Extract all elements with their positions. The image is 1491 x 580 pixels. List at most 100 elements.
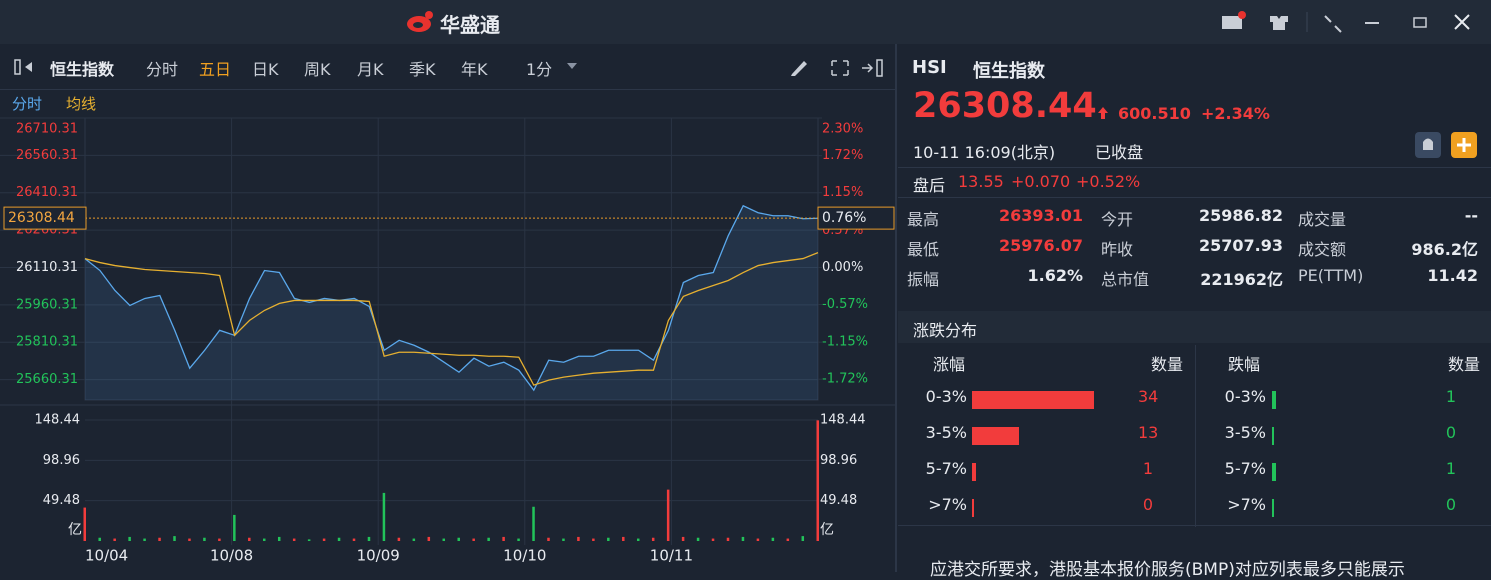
quote-name: 恒生指数 — [973, 61, 1045, 82]
period-tab[interactable]: 年K — [461, 60, 488, 79]
price-area — [85, 205, 818, 400]
volume-bar — [203, 537, 206, 541]
after-hours-price: 13.55 — [958, 172, 1004, 191]
volume-bar — [472, 538, 475, 541]
interval-select[interactable]: 1分 — [526, 60, 553, 79]
y-tick-label: 26710.31 — [16, 122, 78, 137]
volume-bar — [337, 537, 341, 541]
volume-bar — [367, 536, 371, 541]
volume-bar — [741, 536, 745, 541]
rise-bar — [972, 391, 1095, 409]
average-line — [84, 251, 819, 386]
rise-bar — [972, 499, 974, 517]
fall-count: 0 — [1445, 495, 1457, 514]
x-tick-label: 10/11 — [650, 547, 693, 565]
mail-icon[interactable] — [1222, 16, 1242, 29]
last-pct-box — [817, 206, 895, 230]
expand-icon[interactable] — [862, 59, 883, 77]
volume-bar — [397, 537, 401, 541]
rise-range: >7% — [928, 495, 967, 514]
rise-bar — [972, 427, 1019, 445]
volume-bar — [666, 489, 670, 541]
x-tick-label: 10/08 — [210, 547, 253, 565]
x-tick-label: 10/10 — [503, 547, 546, 565]
chart-panel — [0, 44, 897, 572]
rise-count: 13 — [1138, 423, 1159, 442]
period-tab[interactable]: 分时 — [146, 60, 179, 79]
shrink-icon[interactable] — [1324, 15, 1342, 33]
logo-icon — [407, 11, 433, 32]
distribution-column-header: 涨幅 — [933, 355, 966, 374]
fall-range: 3-5% — [1224, 423, 1266, 442]
fall-count: 1 — [1445, 459, 1457, 478]
volume-tick-label-right: 98.96 — [820, 453, 857, 468]
stat-value: 25976.07 — [998, 236, 1083, 255]
volume-bar — [352, 538, 356, 541]
volume-bar — [487, 537, 490, 541]
after-hours-change: +0.070 — [1011, 172, 1071, 191]
volume-bar — [113, 538, 116, 541]
title-bar — [0, 0, 1491, 44]
y-tick-label: 26560.31 — [16, 148, 78, 163]
fall-count: 0 — [1445, 423, 1457, 442]
volume-unit-right: 亿 — [820, 522, 834, 538]
period-tab[interactable]: 日K — [252, 60, 279, 79]
volume-bar — [218, 538, 221, 541]
volume-tick-label-right: 49.48 — [820, 493, 857, 508]
stat-label: 成交额 — [1298, 240, 1347, 259]
y2-tick-label: -1.72% — [822, 372, 868, 387]
volume-bar — [756, 538, 760, 541]
volume-bar — [427, 536, 431, 541]
period-tab[interactable]: 周K — [304, 60, 331, 79]
fall-bar — [1272, 463, 1276, 481]
distribution-title: 涨跌分布 — [913, 321, 978, 340]
volume-bar — [711, 538, 715, 541]
rise-range: 3-5% — [925, 423, 967, 442]
volume-bar — [592, 538, 595, 541]
close-button[interactable] — [1454, 14, 1470, 30]
last-pct-label: 0.76% — [822, 210, 866, 226]
quote-change-pct: +2.34% — [1201, 104, 1270, 123]
stat-value: 986.2亿 — [1411, 240, 1478, 259]
chart-tools — [791, 59, 883, 77]
period-tab[interactable]: 季K — [409, 60, 436, 79]
after-hours-label: 盘后 — [913, 176, 946, 195]
quote-status: 已收盘 — [1095, 143, 1144, 162]
y2-tick-label: -1.15% — [822, 335, 868, 350]
volume-tick-label: 49.48 — [43, 493, 80, 508]
y2-tick-label: 2.30% — [822, 122, 863, 137]
fall-range: 5-7% — [1224, 459, 1266, 478]
fall-bar — [1272, 427, 1274, 445]
dropdown-arrow — [567, 63, 577, 69]
collapse-icon[interactable] — [14, 58, 40, 76]
legend-average: 均线 — [66, 95, 97, 113]
stat-label: 最低 — [907, 240, 940, 259]
volume-bar — [622, 536, 625, 541]
volume-bar — [502, 536, 505, 541]
rise-count: 1 — [1142, 459, 1154, 478]
fullscreen-icon[interactable] — [831, 60, 849, 76]
quote-change: 600.510 — [1118, 104, 1191, 123]
legend-price: 分时 — [12, 95, 43, 113]
app-name: 华盛通 — [440, 13, 500, 37]
restore-button[interactable] — [1413, 17, 1427, 28]
volume-bar — [532, 506, 535, 541]
y-tick-label: 26110.31 — [16, 260, 78, 275]
fall-range: >7% — [1227, 495, 1266, 514]
fall-range: 0-3% — [1224, 387, 1266, 406]
stat-label: 成交量 — [1298, 210, 1347, 229]
skin-icon[interactable] — [1270, 16, 1288, 30]
volume-bar — [577, 536, 580, 541]
stat-label: 最高 — [907, 210, 940, 229]
volume-bar — [158, 537, 161, 541]
volume-bar — [412, 538, 416, 541]
period-tab[interactable]: 五日 — [199, 60, 232, 79]
x-tick-label: 10/04 — [85, 547, 128, 565]
rise-bar — [972, 463, 976, 481]
rise-count: 34 — [1138, 387, 1159, 406]
volume-bar — [83, 507, 86, 541]
stat-label: 今开 — [1101, 210, 1134, 229]
period-tab[interactable]: 月K — [357, 60, 384, 79]
distribution-header — [898, 311, 1491, 343]
draw-icon[interactable] — [791, 61, 807, 76]
